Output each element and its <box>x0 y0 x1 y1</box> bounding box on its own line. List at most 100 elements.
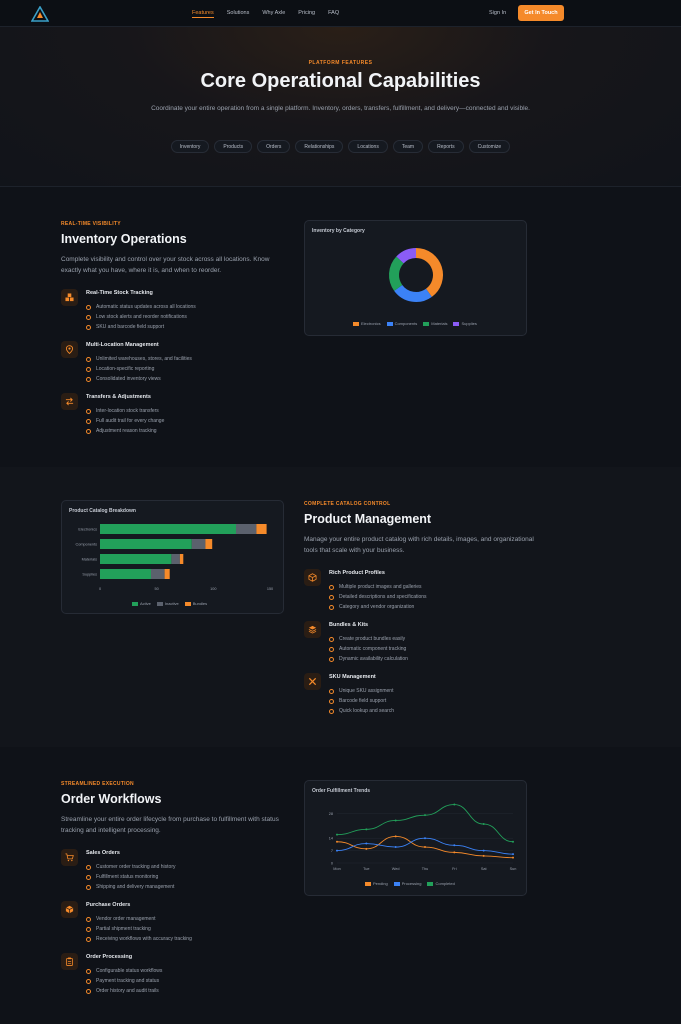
bar-inactive-components[interactable] <box>191 539 206 549</box>
list-item: Low stock alerts and reorder notificatio… <box>86 312 196 322</box>
data-point-pending[interactable] <box>336 840 338 843</box>
bar-inactive-materials[interactable] <box>171 554 180 564</box>
list-item: Automatic status updates across all loca… <box>86 302 196 312</box>
data-point-completed[interactable] <box>336 833 338 836</box>
stacked-bar-chart: Electronics Components Materials Supplies 0 5… <box>75 524 273 591</box>
data-point-pending[interactable] <box>424 846 426 849</box>
donut-slice-materials[interactable] <box>389 256 404 291</box>
list-item: Customer order tracking and history <box>86 862 175 872</box>
nav-link-pricing[interactable]: Pricing <box>298 10 316 16</box>
tab-customize[interactable]: Customize <box>468 140 511 153</box>
y-tick-label: 7 <box>331 849 333 853</box>
data-point-processing[interactable] <box>424 837 426 840</box>
bar-bundles-materials[interactable] <box>179 554 184 564</box>
location-pin-icon <box>61 341 78 358</box>
feature-list: Vendor order management Partial shipment… <box>86 914 192 944</box>
box-icon <box>61 901 78 918</box>
nav-link-faq[interactable]: FAQ <box>328 10 340 16</box>
data-point-completed[interactable] <box>424 814 426 817</box>
bar-bundles-components[interactable] <box>205 539 213 549</box>
data-point-processing[interactable] <box>394 846 397 849</box>
data-point-completed[interactable] <box>482 823 485 826</box>
donut-slice-electronics[interactable] <box>415 248 443 297</box>
list-item-text: Unlimited warehouses, stores, and facili… <box>96 356 192 362</box>
data-point-pending[interactable] <box>482 854 485 857</box>
check-icon <box>329 656 334 662</box>
bar-bundles-electronics[interactable] <box>256 524 267 534</box>
check-icon <box>86 916 91 922</box>
tab-locations[interactable]: Locations <box>348 140 388 153</box>
get-in-touch-button[interactable]: Get In Touch <box>518 5 564 21</box>
data-point-processing[interactable] <box>453 844 456 847</box>
series-line-completed[interactable] <box>336 804 514 843</box>
bar-active-supplies[interactable] <box>100 569 151 579</box>
data-point-processing[interactable] <box>512 853 514 856</box>
data-point-completed[interactable] <box>365 828 368 831</box>
nav-link-solutions[interactable]: Solutions <box>226 10 250 16</box>
legend-item[interactable]: Supplies <box>453 321 477 326</box>
data-point-processing[interactable] <box>365 842 368 845</box>
section-title: Inventory Operations <box>61 232 187 246</box>
tab-reports[interactable]: Reports <box>428 140 464 153</box>
list-item-text: Dynamic availability calculation <box>339 656 408 662</box>
feature-list: Inter-location stock transfers Full audi… <box>86 406 164 436</box>
inventory-section: REAL-TIME VISIBILITY Inventory Operation… <box>0 187 681 467</box>
list-item-text: Adjustment reason tracking <box>96 428 157 434</box>
check-icon <box>86 884 91 890</box>
bar-inactive-electronics[interactable] <box>236 524 257 534</box>
list-item: Category and vendor organization <box>329 602 427 612</box>
tab-orders[interactable]: Orders <box>257 140 291 153</box>
check-icon <box>329 698 334 704</box>
donut-slice-components[interactable] <box>394 284 432 302</box>
list-item-text: Order history and audit trails <box>96 988 159 994</box>
axle-logo-icon[interactable] <box>31 6 49 22</box>
section-eyebrow: COMPLETE CATALOG CONTROL <box>304 501 391 507</box>
tab-relationships[interactable]: Relationships <box>295 140 344 153</box>
donut-slice-supplies[interactable] <box>396 248 417 264</box>
data-point-pending[interactable] <box>365 847 368 850</box>
feature-title: Rich Product Profiles <box>329 570 385 576</box>
bar-active-electronics[interactable] <box>100 524 236 534</box>
nav-link-why-axle[interactable]: Why Axle <box>262 10 286 16</box>
legend-item[interactable]: Completed <box>427 881 455 886</box>
legend-item[interactable]: Processing <box>393 881 421 886</box>
bar-inactive-supplies[interactable] <box>151 569 165 579</box>
bar-active-materials[interactable] <box>100 554 172 564</box>
legend-item[interactable]: Electronics <box>353 321 381 326</box>
legend-item[interactable]: Materials <box>423 321 447 326</box>
list-item: Location-specific reporting <box>86 364 192 374</box>
legend-item[interactable]: Bundles <box>184 601 208 606</box>
nav-link-features[interactable]: Features <box>192 10 214 18</box>
legend-item[interactable]: Components <box>386 321 417 326</box>
data-point-completed[interactable] <box>512 840 514 843</box>
bar-active-components[interactable] <box>100 539 192 549</box>
list-item: Payment tracking and status <box>86 976 162 986</box>
check-icon <box>86 978 91 984</box>
list-item: Adjustment reason tracking <box>86 426 164 436</box>
check-icon <box>86 376 91 382</box>
sign-in-link[interactable]: Sign In <box>489 10 507 16</box>
legend-item[interactable]: Inactive <box>156 601 179 606</box>
data-point-completed[interactable] <box>394 819 397 822</box>
legend-item[interactable]: Active <box>132 601 151 606</box>
data-point-processing[interactable] <box>336 849 338 852</box>
data-point-pending[interactable] <box>394 835 397 838</box>
legend-swatch <box>365 881 371 886</box>
data-point-pending[interactable] <box>512 856 514 859</box>
list-item-text: Automatic status updates across all loca… <box>96 304 196 310</box>
donut-chart <box>389 248 443 302</box>
data-point-completed[interactable] <box>453 803 456 806</box>
tab-team[interactable]: Team <box>392 140 424 153</box>
bar-bundles-supplies[interactable] <box>164 569 170 579</box>
legend-item[interactable]: Pending <box>365 881 388 886</box>
check-icon <box>329 584 334 590</box>
list-item-text: Automatic component tracking <box>339 646 407 652</box>
data-point-pending[interactable] <box>453 851 456 854</box>
legend-swatch <box>453 321 460 326</box>
legend-swatch <box>423 321 430 326</box>
legend-label: Bundles <box>192 601 208 606</box>
data-point-processing[interactable] <box>482 849 485 852</box>
list-item-text: Partial shipment tracking <box>96 926 151 932</box>
tab-products[interactable]: Products <box>214 140 253 153</box>
tab-inventory[interactable]: Inventory <box>170 140 210 153</box>
